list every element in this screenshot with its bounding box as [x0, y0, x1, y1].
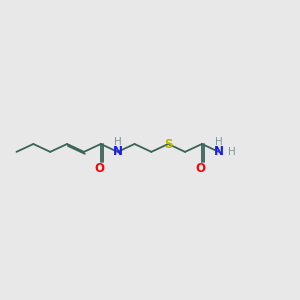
Text: O: O	[196, 162, 206, 175]
Text: N: N	[112, 146, 123, 158]
Text: S: S	[164, 137, 172, 151]
Text: N: N	[214, 146, 224, 158]
Text: H: H	[114, 137, 122, 147]
Text: H: H	[215, 137, 223, 147]
Text: H: H	[228, 147, 236, 157]
Text: O: O	[94, 162, 105, 175]
